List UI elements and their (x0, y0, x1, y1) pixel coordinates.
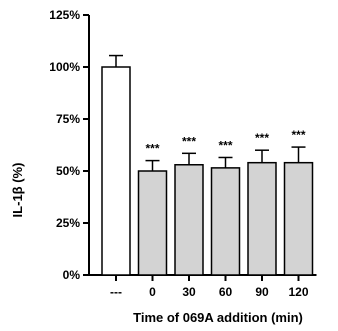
bar (101, 66, 131, 276)
bars (101, 66, 314, 276)
significance-label: *** (145, 142, 159, 156)
y-tick-label: 100% (49, 60, 80, 74)
bar (210, 167, 241, 276)
x-tick-label: 60 (219, 285, 233, 299)
x-tick-label: 0 (149, 285, 156, 299)
significance-label: *** (218, 138, 232, 152)
x-axis: --- 0 30 60 90 120 (88, 274, 317, 299)
x-tick-label: 30 (182, 285, 196, 299)
y-tick-label: 75% (56, 112, 80, 126)
significance-markers: *** *** *** *** *** (145, 128, 305, 156)
bar (174, 164, 204, 276)
y-axis-title: IL-1β (%) (10, 163, 25, 218)
y-tick-label: 0% (63, 268, 81, 282)
significance-label: *** (182, 134, 196, 148)
x-axis-title: Time of 069A addition (min) (133, 310, 303, 325)
error-bars (109, 54, 306, 171)
y-axis: 0% 25% 50% 75% 100% 125% (49, 8, 90, 282)
y-tick-label: 50% (56, 164, 80, 178)
significance-label: *** (291, 128, 305, 142)
x-tick-label: --- (110, 285, 122, 299)
x-tick-label: 90 (255, 285, 269, 299)
bar (283, 161, 314, 276)
y-tick-label: 125% (49, 8, 80, 22)
y-tick-label: 25% (56, 216, 80, 230)
bar (137, 170, 168, 276)
significance-label: *** (255, 131, 269, 145)
bar (247, 161, 277, 276)
x-tick-label: 120 (288, 285, 308, 299)
